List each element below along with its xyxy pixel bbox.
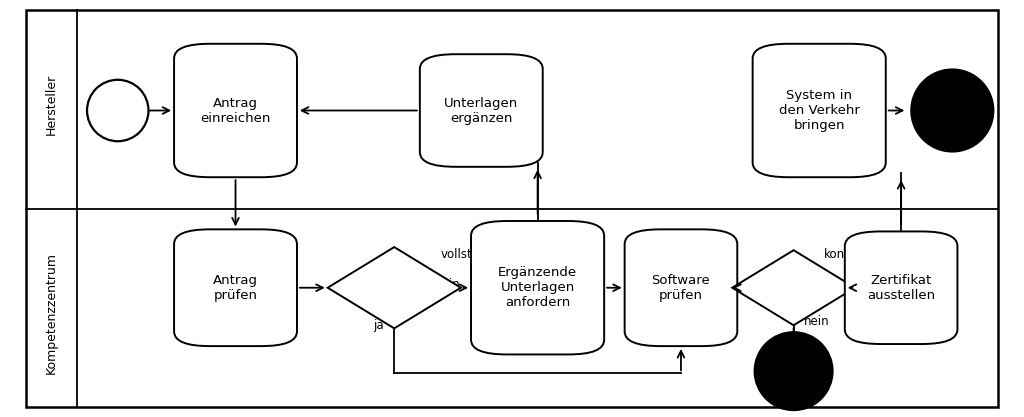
Text: vollständig?: vollständig? — [440, 248, 511, 261]
FancyBboxPatch shape — [26, 10, 998, 407]
Ellipse shape — [755, 332, 833, 410]
Text: Unterlagen
ergänzen: Unterlagen ergänzen — [444, 96, 518, 125]
Ellipse shape — [87, 80, 148, 141]
Text: Ergänzende
Unterlagen
anfordern: Ergänzende Unterlagen anfordern — [498, 266, 578, 309]
Text: konform?: konform? — [824, 248, 880, 261]
FancyBboxPatch shape — [174, 229, 297, 346]
FancyBboxPatch shape — [845, 231, 957, 344]
Polygon shape — [328, 247, 461, 329]
FancyBboxPatch shape — [625, 229, 737, 346]
FancyBboxPatch shape — [420, 54, 543, 167]
Text: nein: nein — [435, 278, 461, 291]
Text: Zertifikat
ausstellen: Zertifikat ausstellen — [867, 274, 935, 302]
Text: Kompetenzzentrum: Kompetenzzentrum — [45, 252, 57, 374]
FancyBboxPatch shape — [753, 44, 886, 177]
Text: Antrag
einreichen: Antrag einreichen — [201, 96, 270, 125]
FancyBboxPatch shape — [471, 221, 604, 354]
Polygon shape — [732, 250, 855, 325]
Text: ja: ja — [374, 319, 384, 332]
Text: Software
prüfen: Software prüfen — [651, 274, 711, 302]
FancyBboxPatch shape — [174, 44, 297, 177]
Text: System in
den Verkehr
bringen: System in den Verkehr bringen — [779, 89, 859, 132]
Text: nein: nein — [804, 314, 829, 328]
Text: Hersteller: Hersteller — [45, 74, 57, 135]
Text: ja: ja — [831, 278, 842, 291]
Ellipse shape — [911, 70, 993, 151]
Text: Antrag
prüfen: Antrag prüfen — [213, 274, 258, 302]
